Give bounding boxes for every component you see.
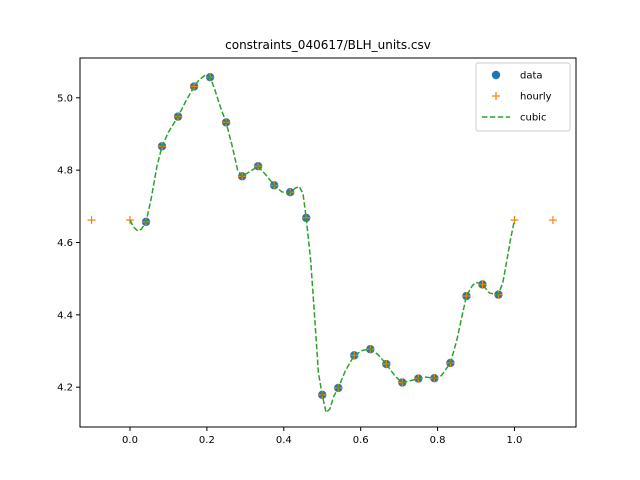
plot-area (87, 72, 557, 414)
hourly-point (87, 216, 96, 225)
y-tick-label: 4.8 (57, 166, 73, 177)
legend-label: cubic (520, 113, 546, 124)
y-axis: 4.2 4.4 4.6 4.8 5.0 (57, 93, 80, 394)
legend-item: hourly (492, 92, 552, 103)
legend-item: data (491, 70, 543, 82)
x-axis: 0.0 0.2 0.4 0.6 0.8 1.0 (122, 427, 522, 446)
y-tick-label: 4.6 (57, 238, 73, 249)
legend: data hourly cubic (475, 62, 571, 132)
x-tick-label: 0.4 (276, 435, 292, 446)
y-tick-label: 4.4 (57, 310, 73, 321)
x-tick-label: 0.2 (199, 435, 215, 446)
hourly-point (478, 280, 487, 289)
y-tick-label: 5.0 (57, 93, 73, 104)
y-tick-label: 4.2 (57, 383, 73, 394)
legend-marker-hourly (492, 92, 500, 100)
chart-title: constraints_040617/BLH_units.csv (225, 38, 431, 52)
legend-label: data (520, 71, 543, 82)
x-tick-label: 0.8 (430, 435, 446, 446)
legend-label: hourly (520, 92, 552, 103)
hourly-point (350, 351, 359, 360)
hourly-point (382, 360, 391, 369)
cubic-line (129, 74, 516, 414)
x-tick-label: 0.0 (122, 435, 138, 446)
hourly-point (510, 216, 519, 225)
legend-box (475, 62, 571, 132)
hourly-point (548, 216, 557, 225)
axes-frame (79, 57, 577, 428)
hourly-point (125, 216, 134, 225)
legend-item: cubic (482, 113, 546, 124)
x-tick-label: 1.0 (507, 435, 523, 446)
legend-marker-data (491, 70, 501, 80)
x-tick-label: 0.6 (353, 435, 369, 446)
